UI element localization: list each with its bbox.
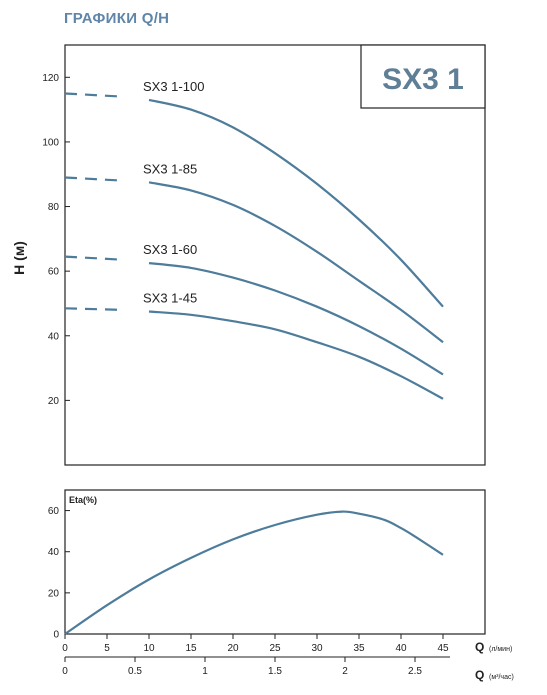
eta-ytick-label: 20 [48,588,60,599]
x-tick-label: 35 [353,643,365,654]
h-ytick-label: 20 [48,396,60,407]
x2-tick-label: 1.5 [268,666,282,677]
h-curve-line [148,262,444,376]
series-label: SX3 1-60 [143,242,197,257]
h-curve-line [148,310,444,400]
h-ytick-label: 80 [48,202,60,213]
x-tick-label: 10 [143,643,155,654]
eta-ytick-label: 60 [48,506,60,517]
h-chart-frame [64,44,486,466]
x-axis-unit: (л/мин) [489,646,512,653]
series-label: SX3 1-85 [143,161,197,176]
x-axis-label: Q [475,640,484,654]
x2-tick-label: 2 [342,666,348,677]
x-tick-label: 15 [185,643,197,654]
eta-ytick-label: 40 [48,547,60,558]
chart-title: ГРАФИКИ Q/H [64,10,170,27]
h-curve-line [148,98,444,308]
x-tick-label: 40 [395,643,407,654]
x-tick-label: 5 [104,643,110,654]
model-label: SX3 1 [382,63,464,96]
x2-tick-label: 0 [62,666,68,677]
x-tick-label: 45 [437,643,449,654]
x-tick-label: 25 [269,643,281,654]
h-curve-dashed-segment [64,307,124,311]
x2-axis-unit: (м³/час) [489,674,514,681]
h-curve-dashed-segment [64,92,124,98]
eta-ytick-label: 0 [53,630,59,641]
x2-tick-label: 0.5 [128,666,142,677]
h-ytick-label: 60 [48,267,60,278]
h-axis-label: H (м) [11,241,27,275]
x2-tick-label: 1 [202,666,208,677]
h-ytick-label: 120 [42,73,59,84]
eta-curve-line [64,510,444,635]
x-tick-label: 30 [311,643,323,654]
h-curve-line [148,181,444,344]
h-curve-dashed-segment [64,176,124,182]
model-box [360,44,486,109]
x2-axis-label: Q [475,668,484,682]
x-tick-label: 0 [62,643,68,654]
eta-title: Eta(%) [69,495,97,505]
h-curve-dashed-segment [64,255,124,261]
series-label: SX3 1-100 [143,79,204,94]
eta-chart-frame [64,489,486,635]
x2-tick-label: 2.5 [408,666,422,677]
series-label: SX3 1-45 [143,291,197,306]
h-ytick-label: 100 [42,137,59,148]
h-ytick-label: 40 [48,331,60,342]
x-tick-label: 20 [227,643,239,654]
